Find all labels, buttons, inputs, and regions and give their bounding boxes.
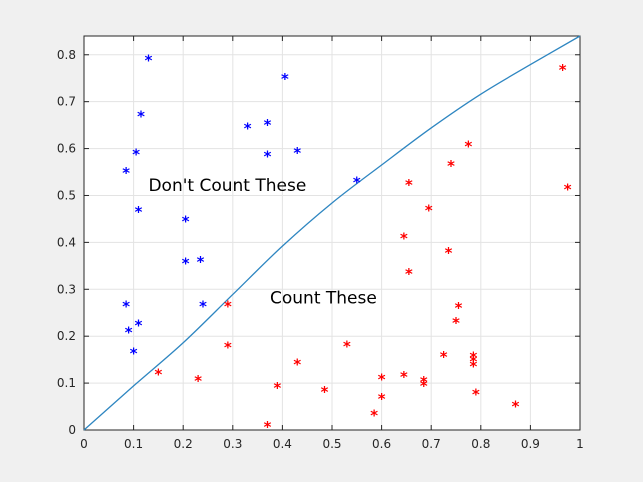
y-tick-label: 0.5 xyxy=(57,188,76,202)
annotation-count: Count These xyxy=(270,288,377,308)
red-star-marker: * xyxy=(273,379,282,397)
axis-ticks xyxy=(83,36,581,431)
y-tick-label: 0.2 xyxy=(57,329,76,343)
x-tick-label: 0.7 xyxy=(422,437,441,451)
blue-star-marker: * xyxy=(137,108,146,126)
blue-star-marker: * xyxy=(129,345,138,363)
x-tick-label: 0.4 xyxy=(273,437,292,451)
y-tick-label: 0.4 xyxy=(57,235,76,249)
x-tick-label: 0.2 xyxy=(174,437,193,451)
y-tick-label: 0.8 xyxy=(57,48,76,62)
red-star-marker: * xyxy=(511,398,520,416)
red-star-marker: * xyxy=(223,298,232,316)
red-star-marker: * xyxy=(419,377,428,395)
blue-star-marker: * xyxy=(134,316,143,334)
red-star-marker: * xyxy=(404,176,413,194)
red-star-marker: * xyxy=(451,314,460,332)
red-star-marker: * xyxy=(263,418,272,436)
blue-star-marker: * xyxy=(144,51,153,69)
x-tick-label: 0 xyxy=(80,437,88,451)
y-tick-label: 0.3 xyxy=(57,282,76,296)
red-star-marker: * xyxy=(471,385,480,403)
blue-star-marker: * xyxy=(181,255,190,273)
red-star-marker: * xyxy=(377,390,386,408)
red-star-marker: * xyxy=(404,265,413,283)
blue-star-marker: * xyxy=(124,324,133,342)
red-star-marker: * xyxy=(469,348,478,366)
blue-star-marker: * xyxy=(263,148,272,166)
x-tick-label: 0.8 xyxy=(471,437,490,451)
blue-star-marker: * xyxy=(243,119,252,137)
x-tick-label: 1 xyxy=(576,437,584,451)
red-star-marker: * xyxy=(223,339,232,357)
x-tick-label: 0.3 xyxy=(223,437,242,451)
red-star-marker: * xyxy=(194,372,203,390)
red-star-marker: * xyxy=(469,353,478,371)
blue-star-marker: * xyxy=(352,173,361,191)
red-star-marker: * xyxy=(377,370,386,388)
red-star-marker: * xyxy=(154,366,163,384)
blue-star-marker: * xyxy=(181,212,190,230)
blue-star-marker: * xyxy=(196,253,205,271)
blue-star-marker: * xyxy=(122,298,131,316)
red-star-marker: * xyxy=(293,355,302,373)
scatter-markers: **** ** * ****** ** ******** ****** ***** *** ** *… xyxy=(122,51,572,436)
red-star-marker: * xyxy=(563,180,572,198)
red-star-marker: * xyxy=(399,368,408,386)
red-star-marker: * xyxy=(447,157,456,175)
y-axis-tick-labels: 0 0.1 0.2 0.3 0.4 0.5 0.6 0.7 0.8 xyxy=(57,48,76,437)
x-tick-label: 0.5 xyxy=(322,437,341,451)
blue-star-marker: * xyxy=(199,298,208,316)
red-star-marker: * xyxy=(399,230,408,248)
red-star-marker: * xyxy=(370,407,379,425)
blue-star-marker: * xyxy=(263,116,272,134)
red-star-marker: * xyxy=(464,137,473,155)
boundary-curve xyxy=(83,35,581,431)
red-star-marker: * xyxy=(424,202,433,220)
red-star-marker: * xyxy=(469,357,478,375)
y-tick-label: 0 xyxy=(68,423,76,437)
x-tick-label: 0.1 xyxy=(124,437,143,451)
y-tick-label: 0.7 xyxy=(57,95,76,109)
red-star-marker: * xyxy=(444,244,453,262)
blue-star-marker: * xyxy=(134,203,143,221)
red-star-marker: * xyxy=(419,373,428,391)
red-star-marker: * xyxy=(439,348,448,366)
annotation-dont-count: Don't Count These xyxy=(148,176,306,196)
red-star-marker: * xyxy=(320,383,329,401)
y-tick-label: 0.6 xyxy=(57,142,76,156)
red-star-marker: * xyxy=(454,299,463,317)
blue-star-marker: * xyxy=(280,70,289,88)
x-tick-label: 0.6 xyxy=(372,437,391,451)
x-axis-tick-labels: 0 0.1 0.2 0.3 0.4 0.5 0.6 0.7 0.8 0.9 1 xyxy=(80,437,584,451)
y-tick-label: 0.1 xyxy=(57,376,76,390)
chart-annotations: Don't Count These Count These xyxy=(148,176,376,309)
x-tick-label: 0.9 xyxy=(521,437,540,451)
blue-star-marker: * xyxy=(132,145,141,163)
red-star-marker: * xyxy=(342,338,351,356)
blue-star-marker: * xyxy=(122,164,131,182)
red-star-marker: * xyxy=(558,61,567,79)
blue-star-marker: * xyxy=(293,144,302,162)
